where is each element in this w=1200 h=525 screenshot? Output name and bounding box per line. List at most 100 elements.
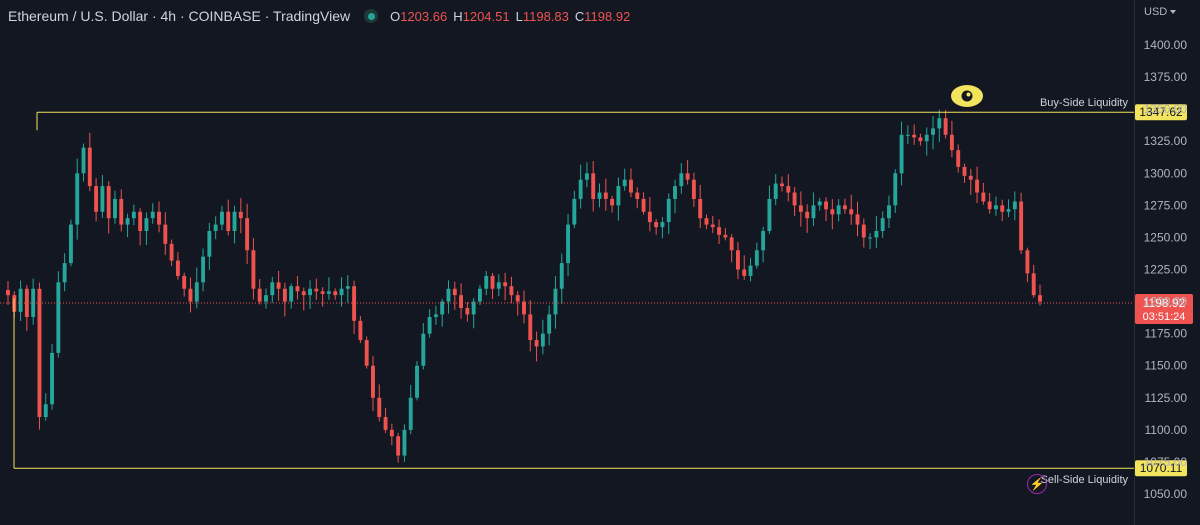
candle-body [691,179,696,199]
candle-body [559,263,564,289]
candle-body [213,224,218,232]
eye-icon [951,85,983,107]
candle-body [138,211,143,232]
candle-body [635,192,640,199]
candles-group [6,109,1042,463]
candle-body [289,286,294,302]
candle-body [780,183,784,187]
candle-body [490,275,495,289]
candle-body [597,192,602,199]
symbol-title[interactable]: Ethereum / U.S. Dollar · 4h · COINBASE ·… [8,8,351,24]
current-price-tag [1135,293,1193,324]
candle-body [540,333,545,347]
candle-body [842,205,847,210]
candle-body [326,291,331,294]
candle-body [421,333,426,366]
candle-body [861,224,866,238]
candle-body [433,314,438,317]
candle-body [717,227,722,235]
candle-body [767,198,772,232]
candle-body [345,286,350,289]
y-tick-label: 1150.00 [1145,359,1188,373]
candle-body [830,209,835,215]
currency-selector[interactable]: USD [1144,6,1176,18]
candle-body [18,288,23,312]
candle-body [427,316,432,334]
candle-body [855,214,860,225]
candle-body [175,260,180,276]
candle-body [610,198,615,206]
candle-body [924,134,929,142]
candle-body [736,250,740,270]
candle-body [496,282,501,289]
candle-body [459,295,464,308]
candle-body [899,134,904,174]
candle-body [6,290,10,296]
candle-body [125,218,130,225]
candle-body [301,291,306,296]
y-tick-label: 1075.00 [1144,455,1188,469]
candle-body [383,417,388,430]
y-tick-label: 1325.00 [1144,134,1188,148]
candle-body [389,429,394,437]
candle-body [282,288,287,302]
candle-body [880,218,885,232]
candle-body [704,218,709,225]
candle-body [87,147,92,187]
level-price-label: 1347.62 [1139,105,1183,119]
candle-body [276,282,281,289]
candle-body [729,237,734,251]
candle-body [931,128,935,135]
candle-body [94,186,99,212]
candle-body [333,291,338,296]
ohlc-high: H1204.51 [453,8,510,24]
candle-body [56,282,61,353]
candle-body [572,198,577,225]
y-tick-label: 1250.00 [1144,230,1188,244]
candle-body [194,282,199,302]
candle-body [918,137,923,142]
candle-body [962,166,967,176]
price-axis[interactable]: 1400.00 1375.00 1350.00 1325.00 1300.00 1275.… [1144,38,1188,501]
candle-body [113,198,117,219]
candle-body [981,192,986,202]
candle-body [723,234,728,238]
y-tick-label: 1275.00 [1144,198,1188,212]
candle-body [1025,250,1030,274]
candle-body [553,288,558,315]
candle-body [509,286,514,296]
candle-body [817,201,822,206]
candle-body [232,211,237,232]
market-status-icon[interactable] [364,9,379,23]
candle-body [987,201,992,210]
candle-body [528,314,533,341]
candle-body [641,198,646,212]
candle-body [371,365,375,398]
candle-body [798,205,803,212]
candle-body [647,211,652,223]
y-tick-label: 1400.00 [1144,38,1188,52]
ohlc-close: C1198.92 [574,8,631,24]
candle-body [578,179,583,199]
candle-body [308,288,312,296]
candle-body [975,179,980,193]
candle-body [811,205,816,219]
candle-body [824,201,828,210]
candle-body [452,288,457,296]
candle-body [591,173,596,199]
candle-body [377,397,382,418]
candle-body [157,211,161,225]
level-price-tag [1135,460,1187,477]
candle-body [937,118,942,129]
y-tick-label: 1375.00 [1144,70,1188,84]
candle-body [761,231,766,251]
candle-body [484,275,489,289]
lightning-icon[interactable]: ⚡ [1027,474,1047,494]
liquidity-label: Buy-Side Liquidity [1040,97,1129,109]
candle-body [352,286,357,321]
candle-body [471,301,476,315]
y-tick-label: 1050.00 [1144,487,1188,501]
candle-body [257,288,262,302]
candle-body [534,340,539,347]
